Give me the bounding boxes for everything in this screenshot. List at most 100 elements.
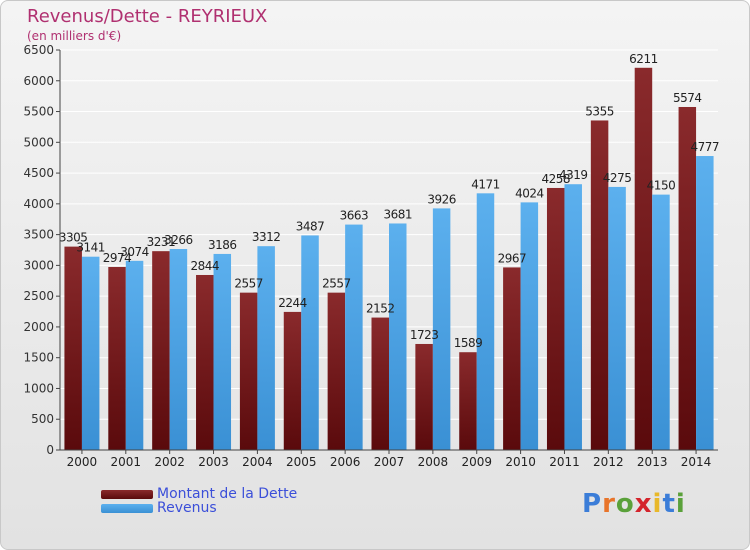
bar-debt bbox=[371, 317, 389, 450]
bar-debt bbox=[108, 266, 126, 450]
bar-revenue bbox=[476, 193, 495, 451]
y-tick-label: 1500 bbox=[23, 351, 54, 365]
y-tick-label: 0 bbox=[46, 443, 54, 457]
y-tick-label: 5500 bbox=[23, 105, 54, 119]
y-tick-label: 2500 bbox=[23, 289, 54, 303]
x-tick-label: 2013 bbox=[637, 455, 668, 469]
bar-debt bbox=[239, 292, 258, 450]
bar-revenue bbox=[213, 253, 232, 450]
data-label-debt: 5574 bbox=[673, 91, 702, 105]
data-label-debt: 2557 bbox=[322, 277, 351, 291]
legend-item-revenue: Revenus bbox=[101, 500, 217, 516]
y-tick-label: 3500 bbox=[23, 228, 54, 242]
data-label-debt: 1723 bbox=[410, 328, 439, 342]
legend-label-debt: Montant de la Dette bbox=[157, 486, 298, 502]
bar-revenue bbox=[301, 235, 319, 450]
x-tick-label: 2006 bbox=[330, 455, 361, 469]
bar-debt bbox=[590, 120, 609, 450]
legend-label-revenue: Revenus bbox=[157, 500, 217, 516]
data-label-revenue: 3074 bbox=[120, 245, 149, 259]
x-tick-label: 2000 bbox=[67, 455, 98, 469]
data-label-debt: 1589 bbox=[454, 336, 483, 350]
bar-revenue bbox=[696, 156, 714, 450]
bar-revenue bbox=[81, 256, 100, 450]
bar-revenue bbox=[125, 260, 144, 450]
logo-letter: P bbox=[582, 489, 603, 519]
data-label-revenue: 3312 bbox=[252, 230, 281, 244]
bar-revenue bbox=[432, 208, 451, 450]
logo-letter: i bbox=[652, 489, 663, 519]
bar-revenue bbox=[389, 223, 407, 450]
data-label-revenue: 3681 bbox=[383, 207, 412, 221]
data-label-revenue: 3186 bbox=[208, 238, 237, 252]
x-tick-label: 2007 bbox=[374, 455, 405, 469]
y-tick-label: 6500 bbox=[23, 43, 54, 57]
x-tick-label: 2012 bbox=[593, 455, 624, 469]
bar-debt bbox=[634, 67, 653, 451]
x-tick-label: 2003 bbox=[198, 455, 229, 469]
data-label-debt: 2974 bbox=[103, 251, 132, 265]
x-tick-label: 2009 bbox=[461, 455, 492, 469]
y-tick-label: 4500 bbox=[23, 166, 54, 180]
data-label-debt: 5355 bbox=[585, 104, 614, 118]
data-label-debt: 3305 bbox=[59, 231, 88, 245]
y-tick-label: 2000 bbox=[23, 320, 54, 334]
data-label-debt: 2557 bbox=[234, 277, 263, 291]
bar-revenue bbox=[564, 184, 582, 450]
x-tick-label: 2010 bbox=[505, 455, 536, 469]
bar-revenue bbox=[169, 249, 188, 450]
bar-debt bbox=[459, 352, 477, 450]
data-label-debt: 2152 bbox=[366, 302, 395, 316]
data-label-debt: 2244 bbox=[278, 296, 307, 310]
data-label-debt: 2844 bbox=[191, 259, 220, 273]
bar-debt bbox=[678, 106, 697, 450]
data-label-debt: 2967 bbox=[498, 251, 527, 265]
bar-debt bbox=[327, 292, 346, 450]
logo-letter: r bbox=[602, 489, 616, 519]
bar-revenue bbox=[345, 224, 363, 450]
x-tick-label: 2014 bbox=[681, 455, 712, 469]
bar-debt bbox=[64, 246, 82, 450]
data-label-revenue: 3487 bbox=[296, 219, 325, 233]
data-label-revenue: 3141 bbox=[76, 241, 105, 255]
chart-title: Revenus/Dette - REYRIEUX bbox=[27, 6, 268, 27]
bar-revenue bbox=[608, 186, 626, 450]
logo-letter: t bbox=[662, 489, 676, 519]
bar-debt bbox=[546, 187, 565, 450]
bar-debt bbox=[503, 267, 521, 450]
bar-revenue bbox=[652, 194, 670, 450]
data-label-revenue: 3266 bbox=[164, 233, 193, 247]
y-tick-label: 3000 bbox=[23, 258, 54, 272]
chart-subtitle: (en milliers d'€) bbox=[27, 29, 122, 43]
legend-swatch-debt bbox=[101, 489, 153, 499]
x-tick-label: 2008 bbox=[418, 455, 449, 469]
logo-letter: o bbox=[615, 489, 635, 519]
x-tick-label: 2002 bbox=[154, 455, 185, 469]
data-label-revenue: 4319 bbox=[559, 168, 588, 182]
data-label-revenue: 4275 bbox=[603, 171, 632, 185]
data-label-revenue: 4024 bbox=[515, 186, 544, 200]
x-tick-label: 2005 bbox=[286, 455, 317, 469]
bar-debt bbox=[152, 251, 170, 450]
data-label-revenue: 4777 bbox=[691, 140, 720, 154]
legend-item-debt: Montant de la Dette bbox=[101, 486, 297, 502]
data-label-debt: 3231 bbox=[147, 235, 176, 249]
y-tick-label: 6000 bbox=[23, 74, 54, 88]
proxiti-logo: Proxiti bbox=[582, 489, 686, 519]
bar-debt bbox=[196, 274, 214, 450]
y-tick-label: 4000 bbox=[23, 197, 54, 211]
y-tick-label: 1000 bbox=[23, 381, 54, 395]
y-tick-label: 5000 bbox=[23, 135, 54, 149]
data-label-revenue: 4150 bbox=[647, 179, 676, 193]
logo-letter: x bbox=[634, 489, 653, 519]
bar-debt bbox=[415, 343, 433, 450]
data-label-revenue: 3926 bbox=[427, 192, 456, 206]
logo-letter: i bbox=[675, 489, 686, 519]
y-tick-label: 500 bbox=[31, 412, 54, 426]
data-label-debt: 4258 bbox=[541, 172, 570, 186]
legend-swatch-revenue bbox=[101, 503, 153, 513]
x-tick-label: 2011 bbox=[549, 455, 580, 469]
bar-debt bbox=[283, 311, 302, 450]
bar-revenue bbox=[257, 246, 275, 450]
